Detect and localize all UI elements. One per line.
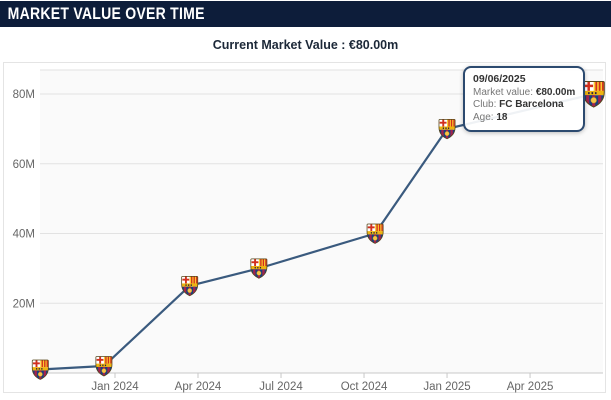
y-axis-label: 60M bbox=[13, 159, 35, 171]
x-axis-label: Jan 2024 bbox=[91, 381, 139, 393]
y-axis-label: 20M bbox=[13, 298, 35, 310]
y-axis-label: 40M bbox=[13, 229, 35, 241]
y-axis-label: 80M bbox=[13, 89, 35, 101]
market-value-chart[interactable]: 20M 40M 60M 80M Jan 2024 Apr 2024 Jul 2024 Oct … bbox=[3, 62, 606, 393]
tooltip-age: Age: 18 bbox=[473, 111, 508, 123]
header-bar: MARKET VALUE OVER TIME bbox=[0, 1, 611, 27]
data-point-crest[interactable] bbox=[96, 357, 112, 377]
data-point-crest[interactable] bbox=[32, 360, 48, 380]
tooltip-date: 09/06/2025 bbox=[473, 73, 526, 85]
current-market-value-label: Current Market Value : €80.00m bbox=[212, 38, 399, 52]
tooltip-club: Club: FC Barcelona bbox=[473, 99, 564, 111]
x-axis-label: Apr 2025 bbox=[507, 381, 554, 393]
x-axis-label: Apr 2024 bbox=[175, 381, 222, 393]
page-title: MARKET VALUE OVER TIME bbox=[7, 4, 205, 23]
x-axis-label: Jan 2025 bbox=[423, 381, 470, 393]
x-axis-label: Oct 2024 bbox=[341, 381, 388, 393]
x-axis-label: Jul 2024 bbox=[259, 381, 303, 393]
tooltip-market-value: Market value: €80.00m bbox=[473, 86, 576, 98]
chart-tooltip: 09/06/2025 Market value: €80.00m Club: F… bbox=[463, 66, 586, 133]
